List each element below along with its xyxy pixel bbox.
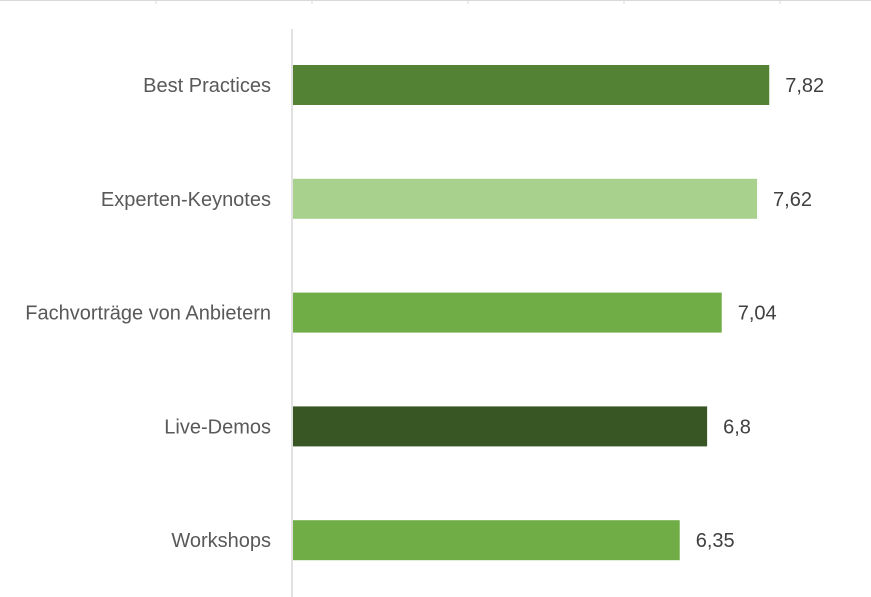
bar <box>293 406 708 447</box>
category-label: Workshops <box>171 530 271 552</box>
bar <box>293 178 758 219</box>
value-label: 7,62 <box>773 189 812 211</box>
value-label: 6,35 <box>696 530 735 552</box>
value-label: 7,82 <box>785 75 824 97</box>
category-label: Experten-Keynotes <box>101 189 271 211</box>
chart-top-border <box>0 0 871 4</box>
category-label: Best Practices <box>143 75 271 97</box>
value-label: 7,04 <box>738 303 777 325</box>
category-label: Fachvorträge von Anbietern <box>25 303 271 325</box>
bar <box>293 292 722 333</box>
value-label: 6,8 <box>723 416 751 438</box>
category-labels-group: Best Practices Experten-Keynotes Fachvortr… <box>25 75 271 552</box>
category-label: Live-Demos <box>164 416 271 438</box>
value-labels-group: 7,82 7,62 7,04 6,8 6,35 <box>696 75 824 552</box>
bar <box>293 520 680 561</box>
bar <box>293 65 770 105</box>
bars-group <box>293 65 770 561</box>
